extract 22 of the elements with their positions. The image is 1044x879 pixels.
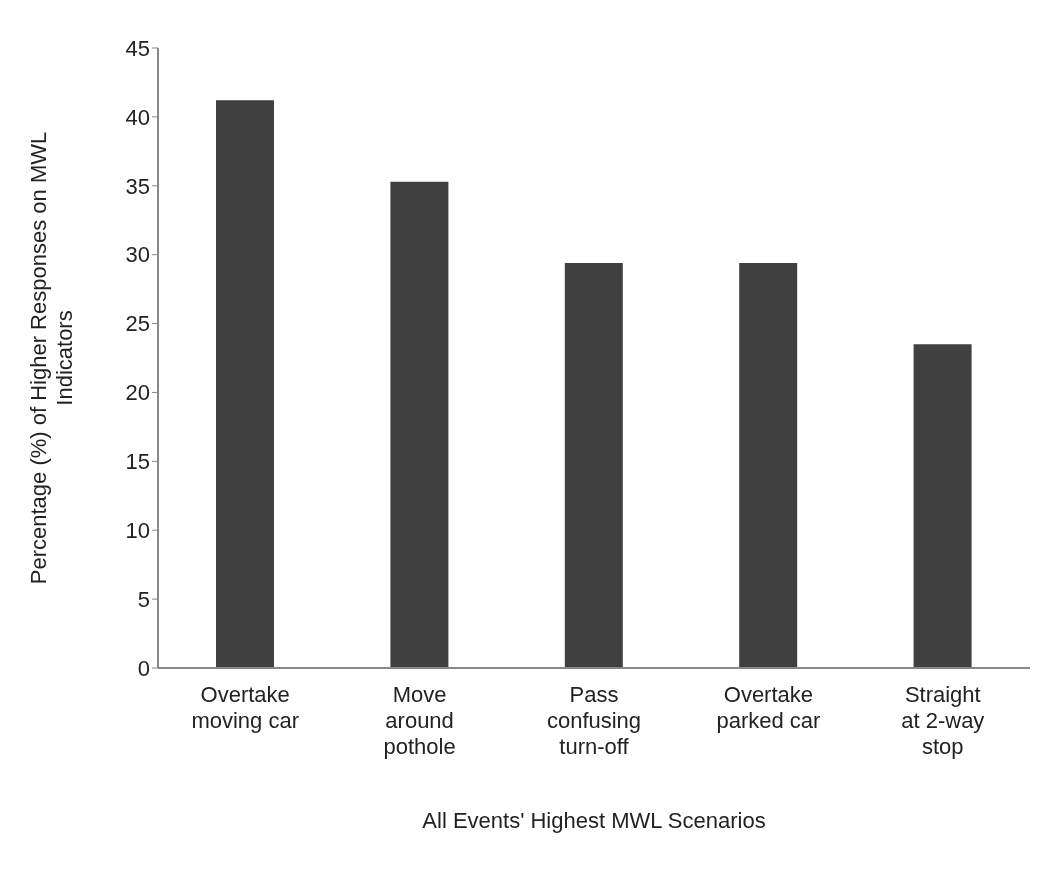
x-tick-label: Pass confusing turn-off [546,682,642,759]
x-tick-label: Move around pothole [383,682,456,759]
y-axis-title: Percentage (%) of Higher Responses on MWL Indicators [26,131,77,585]
y-tick-label: 10 [125,518,150,544]
bar [390,181,449,668]
x-axis-title: All Events' Highest MWL Scenarios [422,808,766,833]
x-tick-label: Overtake parked car [716,682,821,733]
y-tick-label: 25 [125,311,150,337]
y-tick-label: 35 [125,173,150,199]
bar [216,100,274,668]
y-tick-label: 5 [137,586,150,612]
y-tick-label: 40 [125,104,150,130]
y-tick-label: 30 [125,242,150,268]
x-tick-label: Overtake moving car [191,682,299,733]
bar [913,344,972,668]
bar [739,262,798,668]
x-tick-label: Straight at 2-way stop [901,682,985,759]
y-tick-label: 45 [125,35,150,61]
bar [564,262,623,668]
y-tick-label: 20 [125,380,150,406]
y-tick-label: 15 [125,449,150,475]
y-tick-label: 0 [137,655,150,681]
